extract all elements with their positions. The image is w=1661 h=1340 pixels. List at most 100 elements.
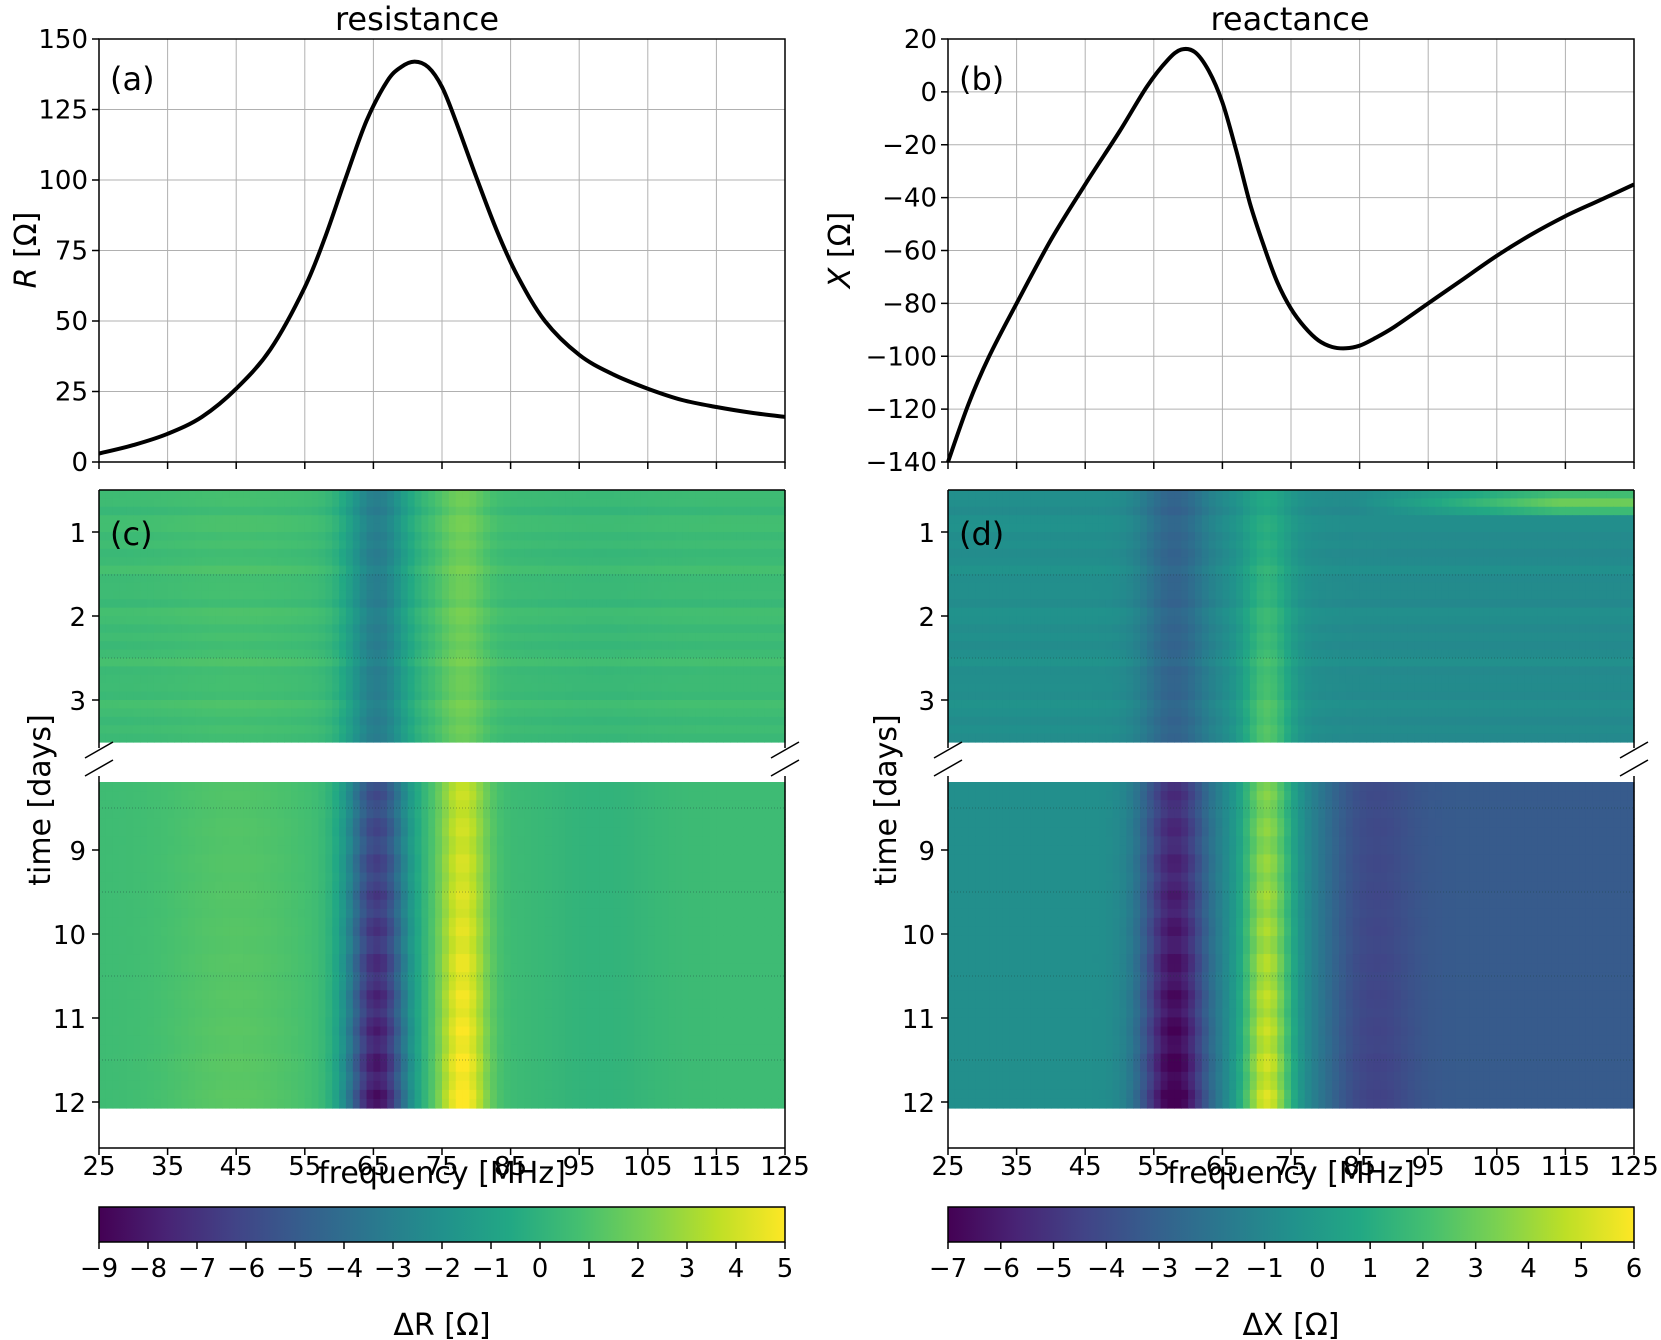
heatmap-c-cell (778, 565, 786, 575)
heatmap-c-cell (256, 683, 265, 693)
heatmap-c-cell (270, 599, 278, 609)
heatmap-c-cell (133, 800, 141, 810)
heatmap-c-cell (716, 863, 724, 874)
heatmap-c-cell (750, 818, 759, 828)
heatmap-c-cell (702, 506, 711, 516)
heatmap-c-cell (510, 899, 519, 910)
heatmap-c-cell (586, 607, 594, 617)
heatmap-c-cell (393, 800, 402, 810)
heatmap-c-cell (455, 899, 464, 910)
heatmap-c-cell (133, 641, 141, 651)
heatmap-c-cell (318, 836, 326, 846)
heatmap-c-cell (757, 827, 766, 837)
heatmap-c-cell (188, 506, 196, 516)
heatmap-c-cell (133, 523, 141, 533)
heatmap-c-cell (332, 582, 340, 592)
heatmap-c-cell (668, 800, 676, 810)
heatmap-c-cell (373, 733, 381, 743)
heatmap-c-cell (256, 899, 265, 910)
heatmap-c-cell (668, 818, 676, 828)
heatmap-c-cell (778, 641, 786, 651)
heatmap-c-cell (311, 649, 320, 659)
heatmap-c-cell (524, 540, 532, 550)
heatmap-c-cell (215, 498, 224, 508)
heatmap-c-cell (222, 515, 230, 525)
heatmap-c-cell (558, 818, 567, 828)
heatmap-c-cell (592, 733, 601, 743)
heatmap-c-cell (599, 624, 608, 634)
heatmap-c-cell (442, 791, 450, 801)
heatmap-c-cell (263, 506, 272, 516)
heatmap-c-cell (503, 666, 512, 676)
heatmap-c-cell (627, 548, 635, 558)
heatmap-c-cell (448, 782, 457, 792)
heatmap-c-cell (702, 691, 711, 701)
heatmap-c-cell (702, 733, 711, 743)
heatmap-c-cell (181, 666, 189, 676)
heatmap-c-cell (270, 854, 278, 865)
heatmap-c-cell (558, 935, 567, 946)
heatmap-c-cell (105, 674, 114, 684)
heatmap-c-cell (572, 800, 580, 810)
heatmap-c-cell (126, 574, 134, 583)
heatmap-c-cell (249, 935, 258, 946)
heatmap-c-cell (613, 540, 621, 550)
heatmap-c-cell (99, 607, 107, 617)
heatmap-c-cell (167, 863, 176, 874)
heatmap-c-cell (311, 540, 320, 550)
heatmap-c-cell (236, 791, 244, 801)
heatmap-c-cell (778, 490, 786, 499)
heatmap-c-cell (99, 548, 107, 558)
heatmap-c-cell (284, 899, 292, 910)
heatmap-c-cell (407, 800, 416, 810)
heatmap-c-cell (538, 666, 546, 676)
heatmap-c-cell (215, 700, 224, 709)
heatmap-c-cell (284, 523, 292, 533)
heatmap-c-cell (407, 666, 416, 676)
heatmap-c-cell (627, 515, 635, 525)
heatmap-c-cell (510, 800, 519, 810)
heatmap-c-cell (297, 700, 306, 709)
heatmap-c-cell (119, 616, 128, 625)
heatmap-c-cell (181, 574, 189, 583)
heatmap-c-cell (620, 827, 628, 837)
heatmap-c-cell (147, 616, 155, 625)
heatmap-c-cell (222, 872, 230, 883)
heatmap-c-cell (188, 666, 196, 676)
heatmap-c-cell (661, 917, 669, 928)
heatmap-c-cell (572, 658, 580, 667)
heatmap-c-cell (634, 827, 642, 837)
heatmap-c-cell (297, 498, 306, 508)
heatmap-c-cell (243, 607, 251, 617)
heatmap-c-cell (174, 827, 182, 837)
heatmap-c-cell (675, 607, 683, 617)
heatmap-c-cell (421, 490, 429, 499)
heatmap-c-cell (236, 616, 244, 625)
heatmap-c-cell (229, 666, 237, 676)
heatmap-c-cell (496, 506, 505, 516)
heatmap-c-cell (558, 716, 567, 726)
heatmap-c-cell (112, 725, 121, 735)
heatmap-c-cell (222, 935, 230, 946)
heatmap-c-cell (201, 691, 210, 701)
heatmap-c-cell (414, 582, 423, 592)
heatmap-c-cell (524, 624, 532, 634)
heatmap-c-cell (105, 881, 114, 892)
heatmap-c-cell (407, 616, 416, 625)
heatmap-c-cell (592, 836, 601, 846)
heatmap-c-cell (249, 490, 258, 499)
heatmap-c-cell (448, 498, 457, 508)
heatmap-c-cell (538, 791, 546, 801)
heatmap-c-cell (462, 691, 471, 701)
heatmap-c-cell (771, 506, 779, 516)
heatmap-c-cell (764, 574, 772, 583)
heatmap-c-cell (579, 632, 587, 642)
heatmap-c-cell (490, 809, 498, 819)
heatmap-c-cell (373, 490, 381, 499)
heatmap-c-cell (668, 616, 676, 625)
heatmap-c-cell (572, 599, 580, 609)
heatmap-c-cell (496, 557, 505, 567)
heatmap-c-cell (428, 782, 436, 792)
heatmap-c-cell (311, 532, 320, 541)
heatmap-c-cell (688, 854, 697, 865)
